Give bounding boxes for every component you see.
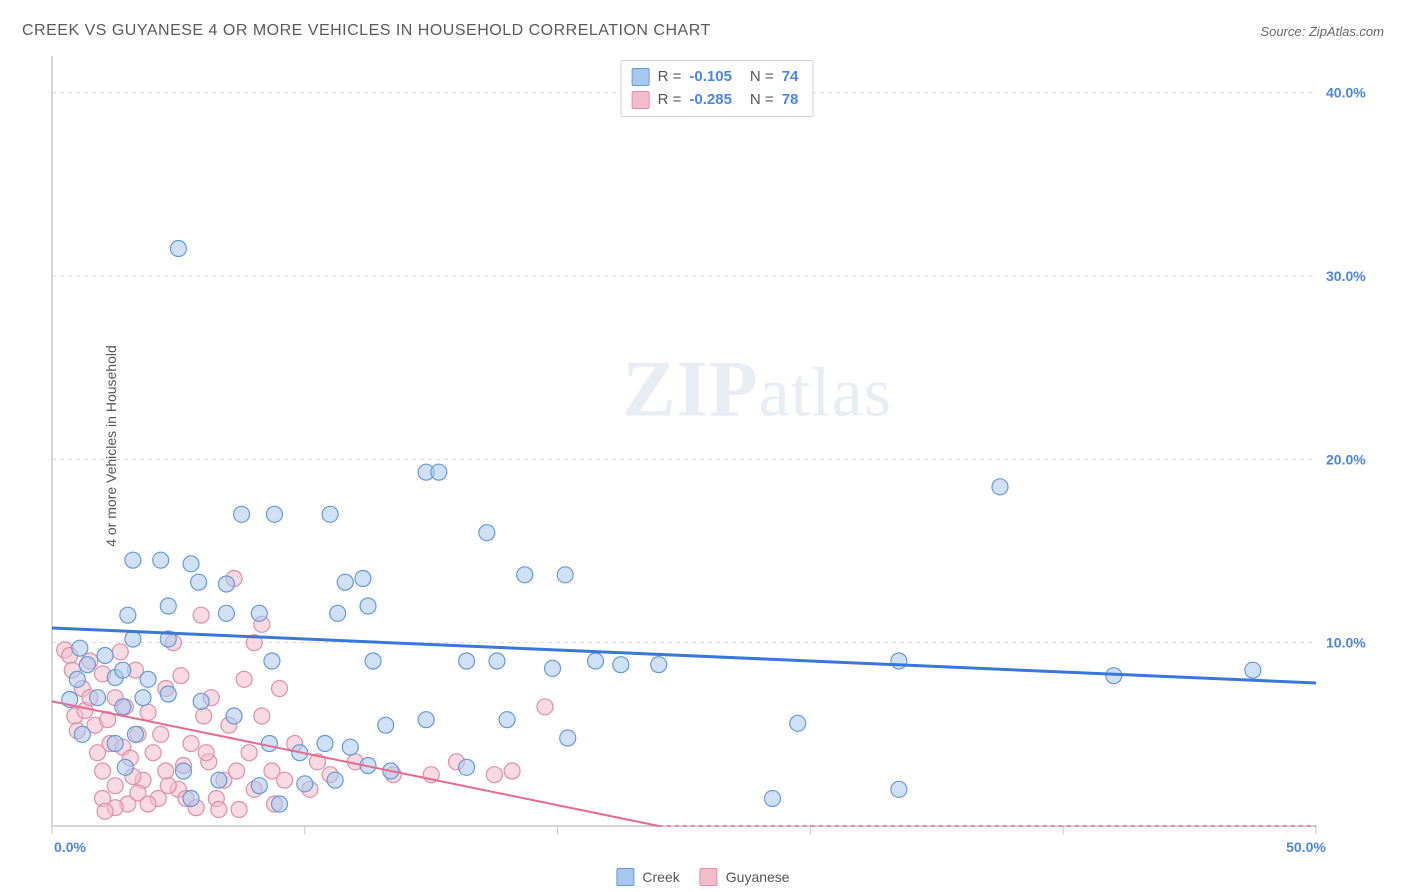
legend-item: Creek (616, 868, 679, 886)
svg-text:20.0%: 20.0% (1326, 451, 1366, 467)
series-swatch (632, 68, 650, 86)
svg-text:50.0%: 50.0% (1286, 839, 1326, 855)
chart-title: CREEK VS GUYANESE 4 OR MORE VEHICLES IN … (22, 22, 711, 40)
correlation-stat-box: R =-0.105N =74R =-0.285N =78 (621, 60, 814, 117)
svg-text:40.0%: 40.0% (1326, 85, 1366, 101)
plot-area: 10.0%20.0%30.0%40.0%0.0%50.0% ZIPatlas R… (48, 52, 1386, 856)
legend-item: Guyanese (700, 868, 790, 886)
stat-row: R =-0.285N =78 (632, 89, 799, 112)
svg-text:10.0%: 10.0% (1326, 635, 1366, 651)
legend-label: Guyanese (726, 869, 790, 885)
source-link[interactable]: ZipAtlas.com (1309, 24, 1384, 39)
legend-swatch (616, 868, 634, 886)
svg-text:0.0%: 0.0% (54, 839, 86, 855)
series-swatch (632, 91, 650, 109)
source-label: Source: ZipAtlas.com (1260, 24, 1384, 39)
stat-row: R =-0.105N =74 (632, 66, 799, 89)
chart-header: CREEK VS GUYANESE 4 OR MORE VEHICLES IN … (0, 0, 1406, 50)
scatter-chart: 10.0% 20.0% 30.0% 40.0% 0.0% 50.0% (48, 52, 1386, 856)
legend-label: Creek (642, 869, 679, 885)
svg-text:30.0%: 30.0% (1326, 268, 1366, 284)
legend-swatch (700, 868, 718, 886)
series-legend: Creek Guyanese (616, 868, 789, 886)
